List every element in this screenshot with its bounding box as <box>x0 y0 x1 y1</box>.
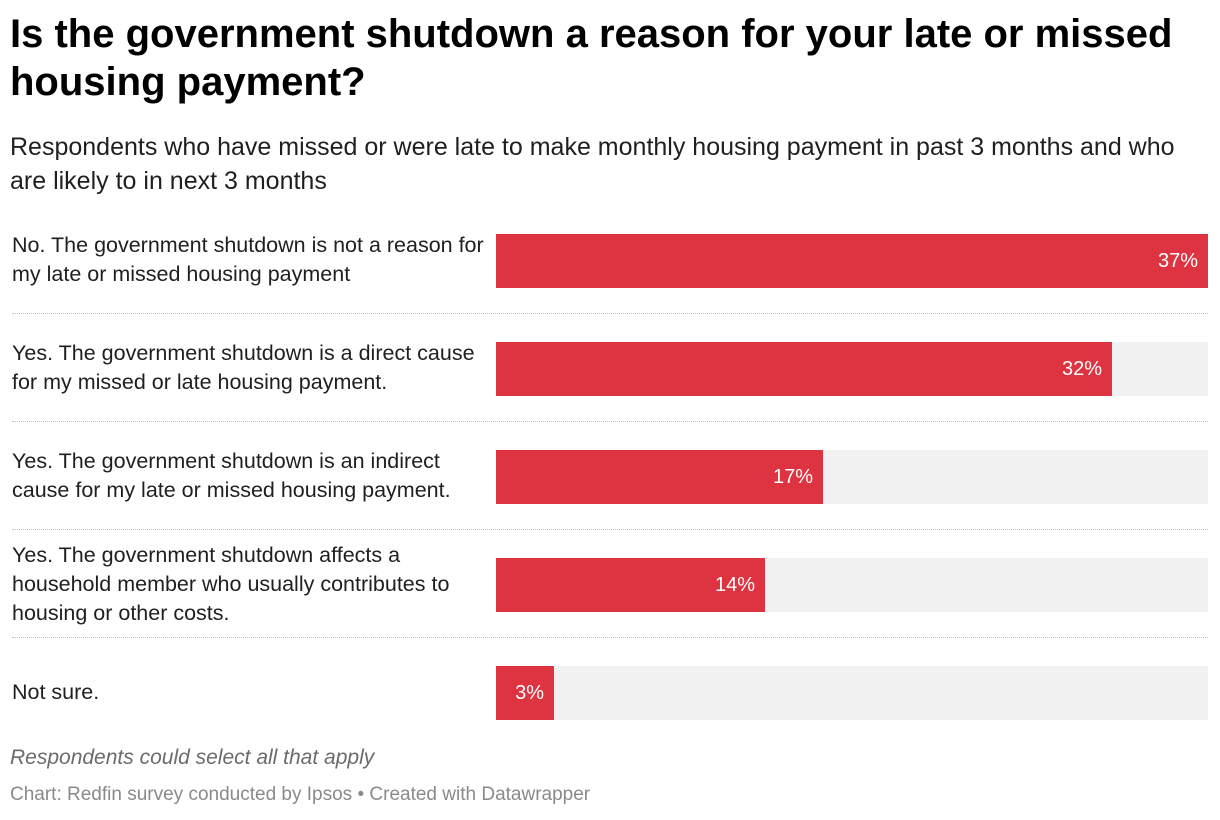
category-label: Yes. The government shutdown is a direct… <box>12 341 475 394</box>
row-separator <box>12 637 1208 638</box>
bar: 32% <box>496 342 1112 396</box>
source-credit: Chart: Redfin survey conducted by Ipsos <box>10 784 353 805</box>
bar: 14% <box>496 558 765 612</box>
row-separator <box>12 421 1208 422</box>
category-label: Yes. The government shutdown affects a h… <box>12 542 450 625</box>
chart-note: Respondents could select all that apply <box>10 746 375 769</box>
value-label: 14% <box>714 574 755 596</box>
chart-subtitle: Respondents who have missed or were late… <box>10 133 1175 195</box>
footer-separator: • <box>352 784 370 805</box>
category-label: Not sure. <box>12 679 100 704</box>
row-separator <box>12 313 1208 314</box>
bar: 17% <box>496 450 823 504</box>
category-label: No. The government shutdown is not a rea… <box>12 233 484 286</box>
value-label: 17% <box>772 466 813 488</box>
bar-track: 14% <box>496 558 1208 612</box>
bar-track: 3% <box>496 666 1208 720</box>
category-label: Yes. The government shutdown is an indir… <box>12 449 451 502</box>
bar-track: 37% <box>496 234 1208 288</box>
bar: 3% <box>496 666 554 720</box>
row-separator <box>12 529 1208 530</box>
bar-row: Yes. The government shutdown affects a h… <box>0 530 1220 638</box>
value-label: 37% <box>1157 250 1198 272</box>
bar-row: No. The government shutdown is not a rea… <box>0 206 1220 314</box>
value-label: 3% <box>515 682 544 704</box>
value-label: 32% <box>1061 358 1102 380</box>
bar: 37% <box>496 234 1208 288</box>
bar-track: 17% <box>496 450 1208 504</box>
bar-row: Yes. The government shutdown is a direct… <box>0 314 1220 422</box>
chart-footer: Chart: Redfin survey conducted by Ipsos … <box>10 784 590 806</box>
bar-chart: No. The government shutdown is not a rea… <box>0 206 1220 736</box>
datawrapper-credit: Created with Datawrapper <box>369 784 591 805</box>
bar-track: 32% <box>496 342 1208 396</box>
bar-row: Not sure. 3% <box>0 638 1220 746</box>
bar-row: Yes. The government shutdown is an indir… <box>0 422 1220 530</box>
chart-title: Is the government shutdown a reason for … <box>10 12 1173 104</box>
